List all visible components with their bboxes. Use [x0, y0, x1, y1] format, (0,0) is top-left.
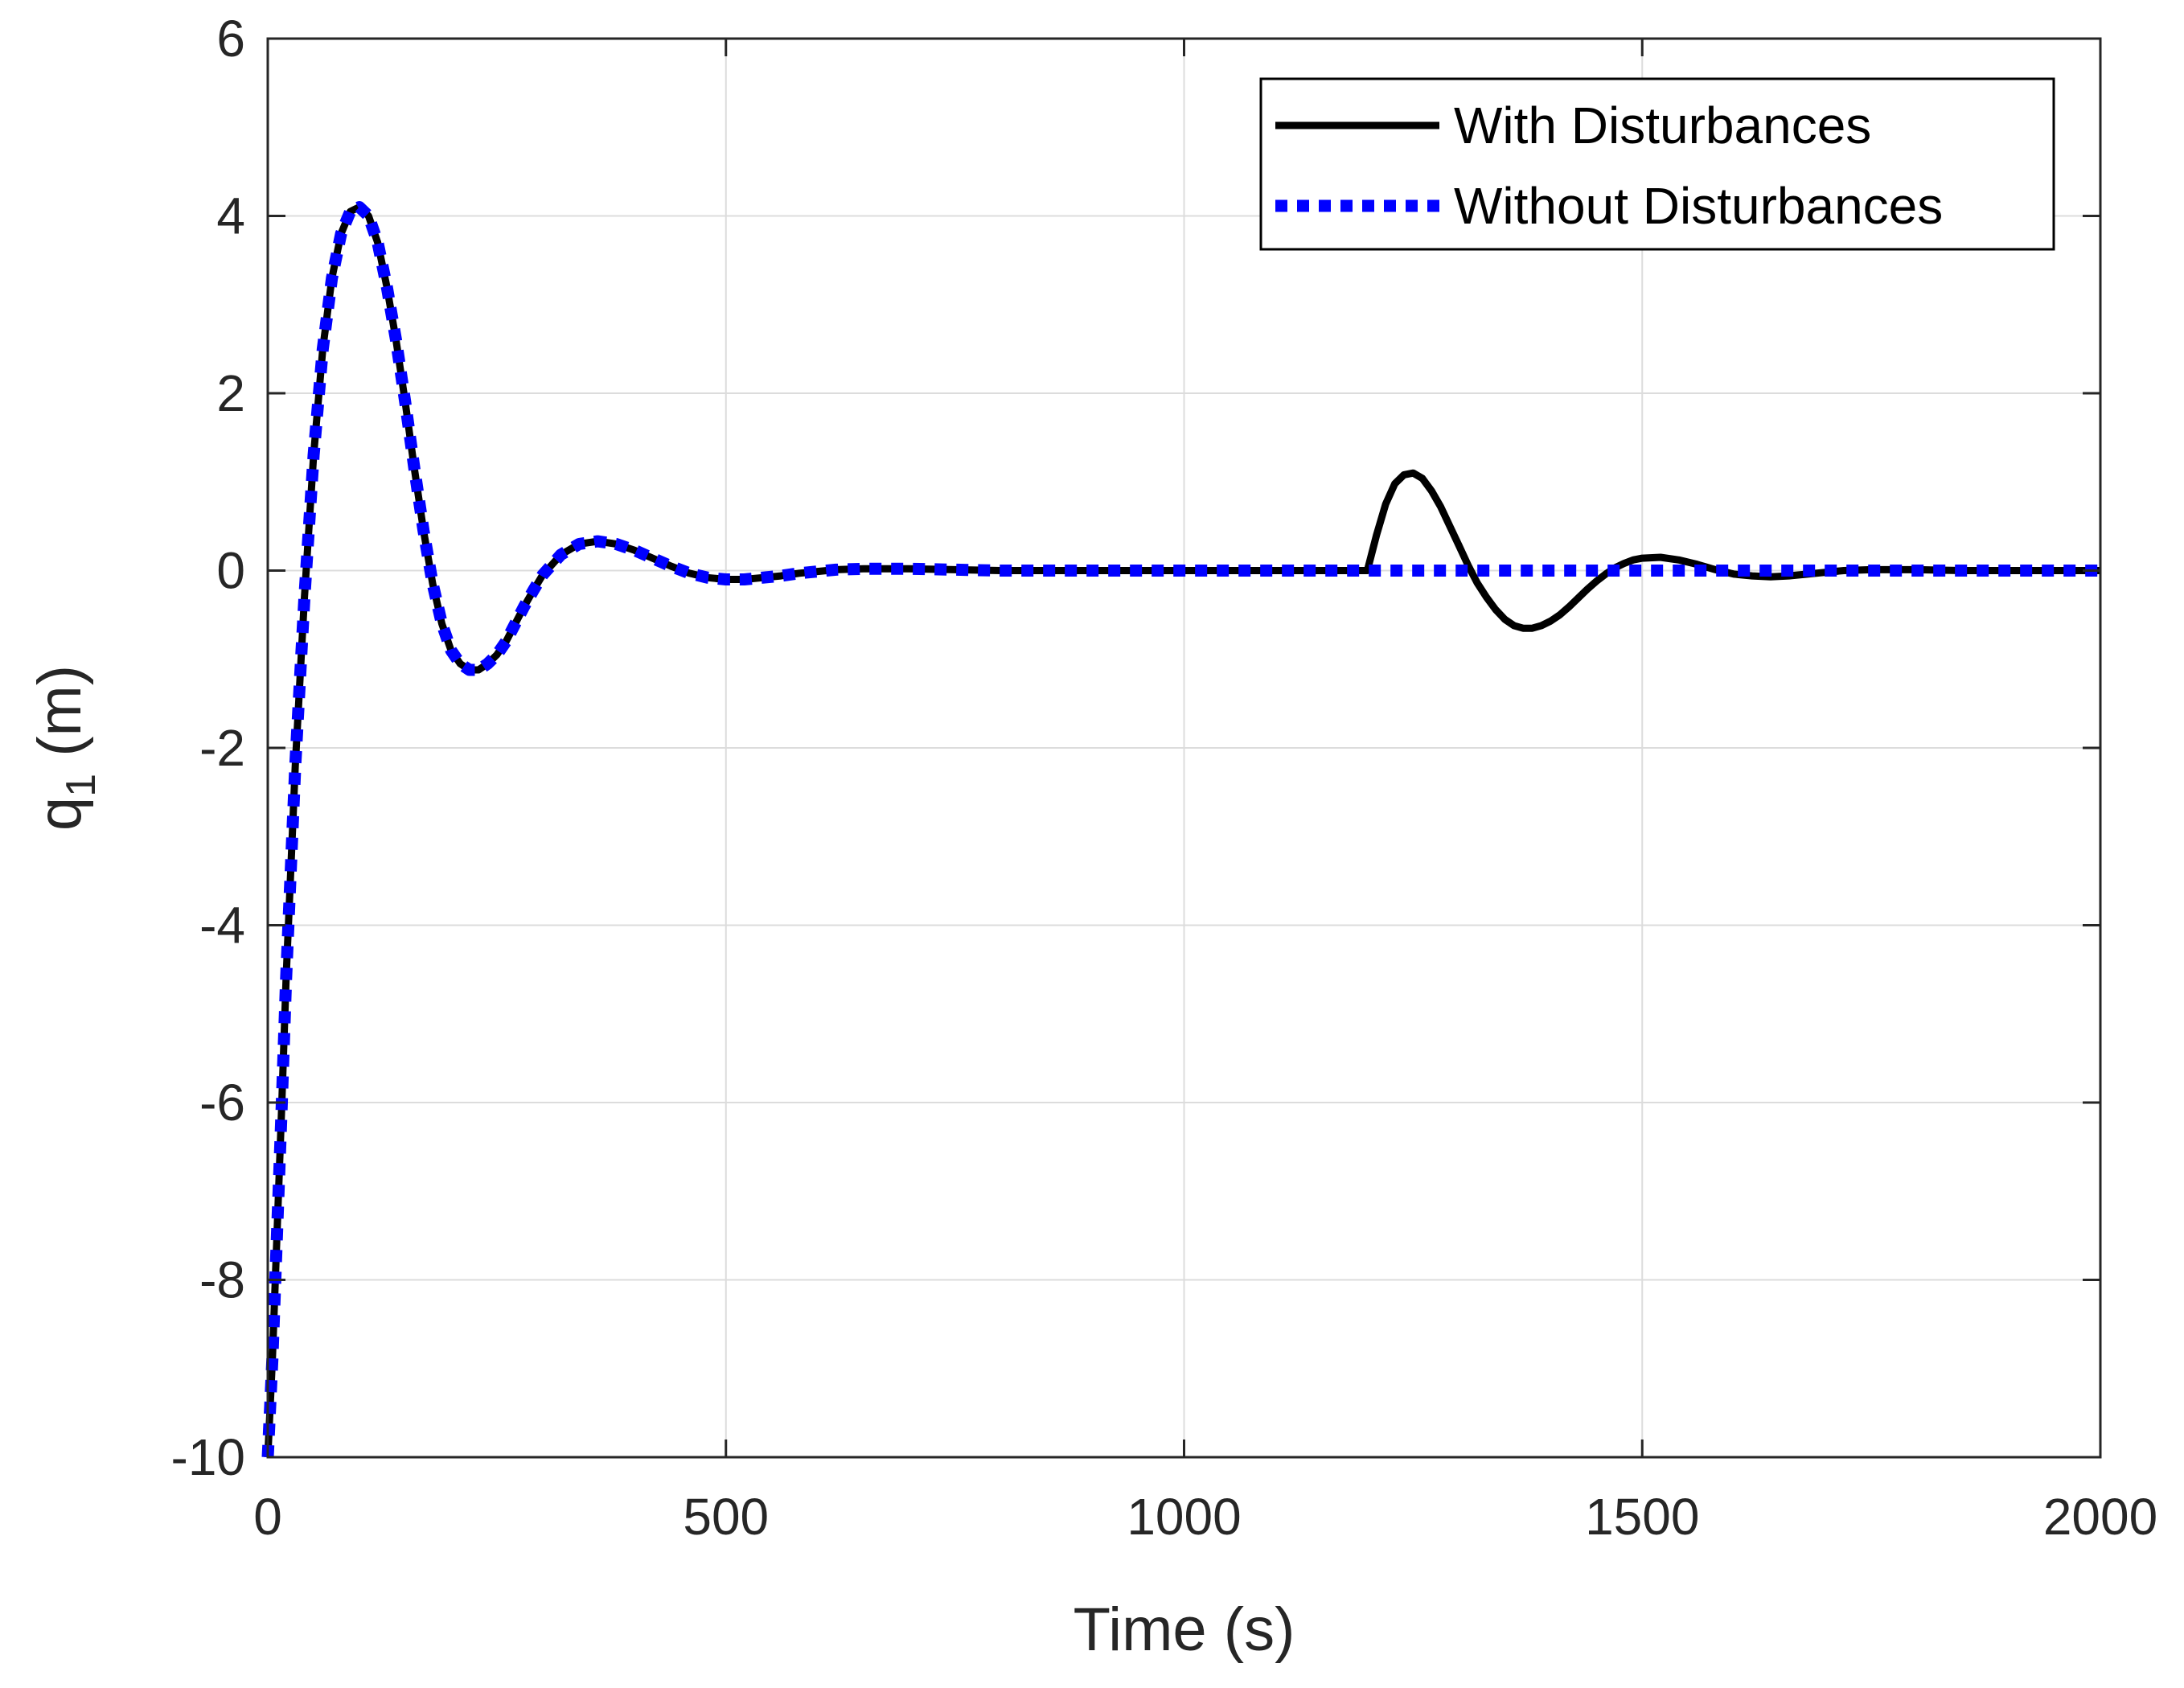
x-tick-label: 1000 — [1127, 1488, 1241, 1546]
y-axis-title-base: q — [26, 797, 94, 831]
legend-box — [1259, 77, 2055, 251]
x-tick-label: 2000 — [2043, 1488, 2157, 1546]
y-tick-label: -4 — [199, 897, 245, 955]
y-tick-label: -6 — [199, 1074, 245, 1131]
series-layer — [261, 201, 2100, 1458]
legend: With Disturbances Without Disturbances — [1259, 77, 2055, 251]
y-tick-label: -8 — [199, 1251, 245, 1309]
legend-label-without-disturbances: Without Disturbances — [1454, 177, 1943, 235]
y-tick-label: -10 — [171, 1428, 246, 1486]
x-tick-labels: 0 500 1000 1500 2000 — [253, 1488, 2157, 1546]
x-tick-label: 0 — [253, 1488, 282, 1546]
x-tick-label: 1500 — [1585, 1488, 1699, 1546]
y-axis-title-unit: (m) — [26, 665, 94, 774]
y-tick-label: -2 — [199, 719, 245, 777]
x-axis-title: Time (s) — [1074, 1596, 1295, 1664]
legend-label-with-disturbances: With Disturbances — [1454, 97, 1871, 154]
tick-marks — [266, 37, 2102, 1459]
y-tick-label: 0 — [216, 542, 245, 600]
y-axis-title-subscript: 1 — [58, 774, 105, 797]
y-tick-label: 6 — [216, 10, 245, 68]
y-tick-label: 4 — [216, 187, 245, 245]
y-tick-labels: -10 -8 -6 -4 -2 0 2 4 6 — [171, 10, 246, 1486]
y-tick-label: 2 — [216, 364, 245, 422]
y-axis-title: q1 (m) — [26, 665, 105, 831]
series-line-without-disturbances — [261, 201, 2100, 1458]
x-tick-label: 500 — [683, 1488, 769, 1546]
